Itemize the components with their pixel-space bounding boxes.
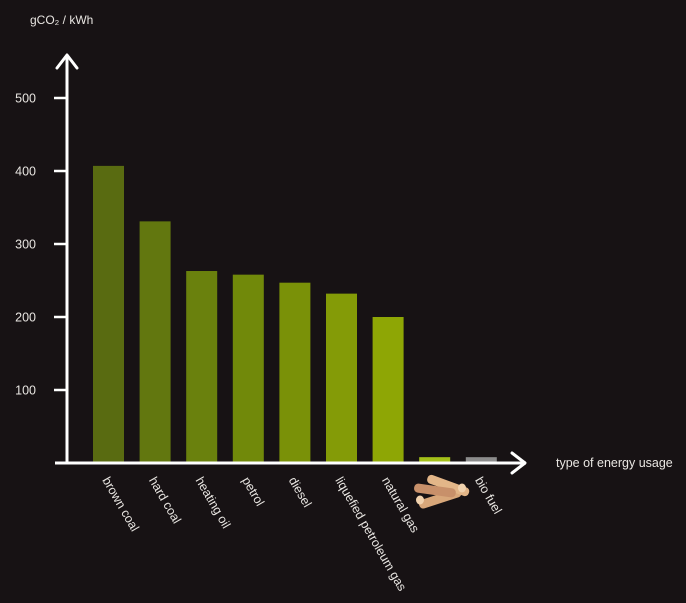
x-category-label: hard coal [146, 475, 184, 527]
y-axis-title: gCO₂ / kWh [30, 13, 93, 27]
bar-wood [419, 457, 451, 462]
x-axis-arrow-icon [510, 451, 527, 475]
bar-liquefied-petroleum-gas [326, 293, 357, 462]
bar-bio-fuel [465, 457, 497, 462]
y-axis-arrow-icon [55, 53, 79, 70]
bar-heating-oil [186, 271, 218, 462]
axes [55, 53, 527, 475]
wood-logs-icon [414, 474, 470, 509]
x-category-label: natural gas [379, 475, 422, 536]
x-category-label: diesel [286, 475, 314, 510]
bar-natural-gas [372, 317, 404, 462]
y-tick-label: 500 [15, 92, 36, 106]
bars [93, 165, 497, 462]
x-category-label: brown coal [99, 475, 141, 534]
bar-brown-coal [93, 165, 124, 462]
x-axis-title: type of energy usage [556, 456, 673, 470]
x-category-label: heating oil [193, 475, 234, 531]
x-category-label: petrol [239, 475, 267, 509]
bar-hard-coal [139, 221, 171, 462]
y-tick-label: 100 [15, 384, 36, 398]
bar-diesel [279, 282, 311, 462]
y-ticks: 100 200 300 400 500 [15, 92, 67, 398]
bar-petrol [232, 274, 264, 462]
y-tick-label: 200 [15, 311, 36, 325]
y-tick-label: 300 [15, 238, 36, 252]
y-tick-label: 400 [15, 165, 36, 179]
x-category-label: bio fuel [472, 475, 504, 517]
